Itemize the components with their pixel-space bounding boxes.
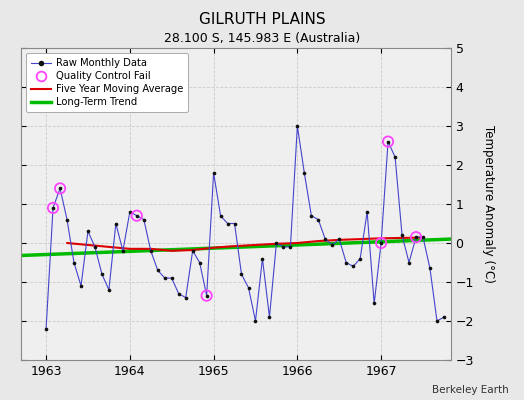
Point xyxy=(56,185,64,192)
Point xyxy=(147,248,155,254)
Point xyxy=(384,138,392,145)
Point xyxy=(314,216,322,223)
Point xyxy=(342,259,351,266)
Point xyxy=(272,240,281,246)
Point xyxy=(433,318,441,324)
Point xyxy=(119,248,127,254)
Point xyxy=(77,283,85,289)
Point xyxy=(49,205,57,211)
Point xyxy=(154,267,162,274)
Point xyxy=(174,290,183,297)
Point xyxy=(286,244,294,250)
Point xyxy=(139,216,148,223)
Point xyxy=(133,212,141,219)
Point xyxy=(223,220,232,227)
Point xyxy=(63,216,71,223)
Point xyxy=(216,212,225,219)
Point xyxy=(202,292,211,299)
Point xyxy=(377,240,385,246)
Point xyxy=(244,285,253,291)
Point xyxy=(363,209,372,215)
Point xyxy=(91,244,99,250)
Point xyxy=(210,170,218,176)
Point xyxy=(168,275,176,281)
Point xyxy=(195,259,204,266)
Point xyxy=(252,318,260,324)
Point xyxy=(49,205,57,211)
Point xyxy=(440,314,448,320)
Point xyxy=(112,220,120,227)
Point xyxy=(412,234,420,240)
Point xyxy=(328,242,336,248)
Point xyxy=(300,170,309,176)
Point xyxy=(419,234,427,240)
Point xyxy=(181,294,190,301)
Point xyxy=(335,236,343,242)
Point xyxy=(105,286,113,293)
Point xyxy=(384,138,392,145)
Point xyxy=(279,244,288,250)
Point xyxy=(126,209,134,215)
Point xyxy=(265,314,274,320)
Legend: Raw Monthly Data, Quality Control Fail, Five Year Moving Average, Long-Term Tren: Raw Monthly Data, Quality Control Fail, … xyxy=(26,53,188,112)
Text: 28.100 S, 145.983 E (Australia): 28.100 S, 145.983 E (Australia) xyxy=(164,32,360,45)
Point xyxy=(412,234,420,240)
Point xyxy=(237,271,246,278)
Point xyxy=(98,271,106,278)
Point xyxy=(202,292,211,299)
Point xyxy=(189,248,197,254)
Point xyxy=(405,259,413,266)
Point xyxy=(133,212,141,219)
Point xyxy=(307,212,315,219)
Point xyxy=(370,300,378,307)
Text: GILRUTH PLAINS: GILRUTH PLAINS xyxy=(199,12,325,27)
Point xyxy=(349,263,357,270)
Point xyxy=(391,154,399,160)
Point xyxy=(398,232,406,238)
Point xyxy=(356,255,364,262)
Point xyxy=(426,265,434,272)
Point xyxy=(70,259,78,266)
Point xyxy=(84,228,92,234)
Point xyxy=(377,240,385,246)
Point xyxy=(42,326,50,332)
Text: Berkeley Earth: Berkeley Earth xyxy=(432,385,508,395)
Y-axis label: Temperature Anomaly (°C): Temperature Anomaly (°C) xyxy=(482,125,495,283)
Point xyxy=(160,275,169,281)
Point xyxy=(56,185,64,192)
Point xyxy=(293,123,301,129)
Point xyxy=(321,236,330,242)
Point xyxy=(258,255,267,262)
Point xyxy=(231,220,239,227)
